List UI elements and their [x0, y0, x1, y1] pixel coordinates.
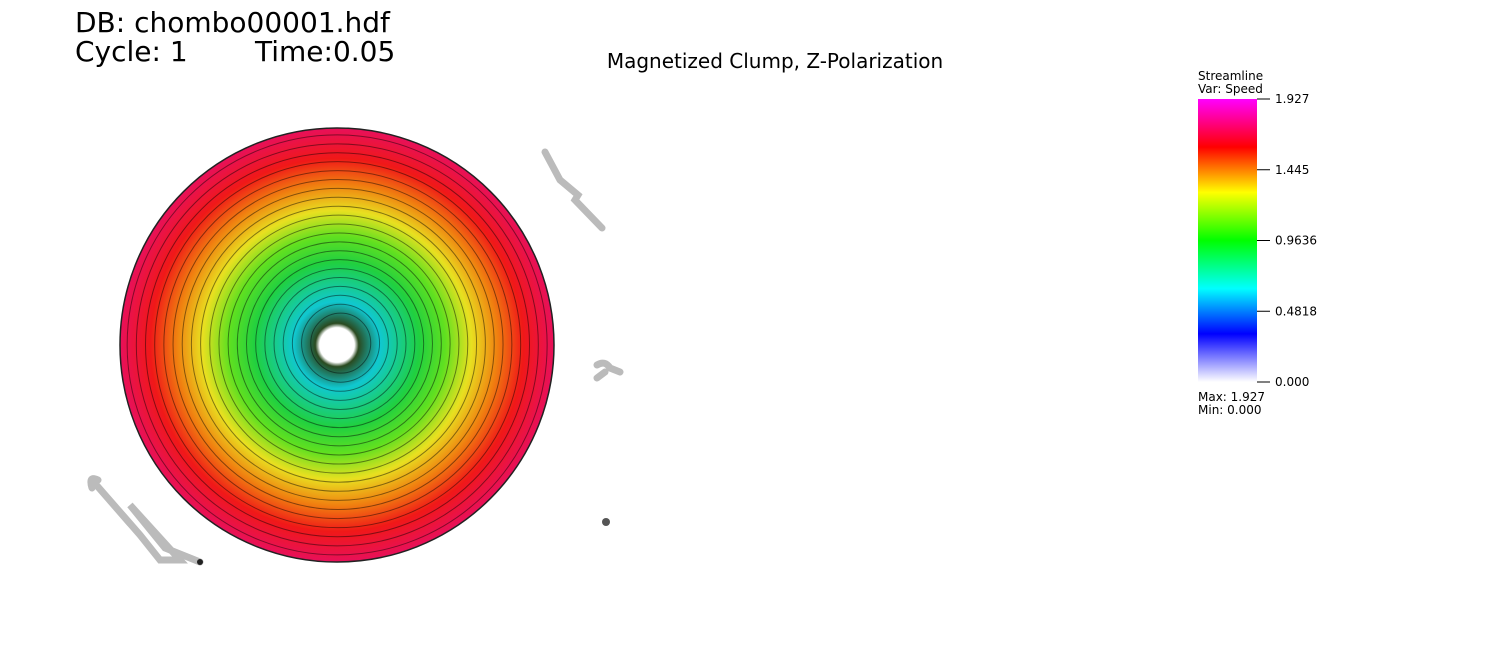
swirl-ring	[273, 276, 407, 410]
time-label: Time:0.05	[254, 35, 395, 68]
swirl-ring	[310, 312, 372, 374]
streamline-dot	[602, 518, 610, 526]
swirl-ring	[282, 285, 398, 401]
legend-min: Min: 0.000	[1198, 403, 1262, 417]
swirl-ring	[135, 143, 539, 547]
streamline-dot	[197, 559, 203, 565]
swirl-ring	[154, 161, 522, 529]
swirl-ring	[145, 152, 530, 538]
swirl-ring	[172, 178, 504, 510]
streamline	[541, 148, 606, 232]
legend-max: Max: 1.927	[1198, 390, 1265, 404]
streamline-swirl	[119, 127, 555, 563]
swirl-ring	[181, 187, 495, 501]
stray-streamlines	[87, 148, 624, 566]
swirl-ring	[126, 134, 548, 556]
swirl-body	[119, 127, 555, 563]
swirl-ring	[236, 241, 442, 447]
legend-tick-label: 0.4818	[1275, 304, 1317, 318]
legend-ticks: 1.927 1.445 0.9636 0.4818 0.000	[1257, 92, 1317, 389]
legend-tick-label: 1.445	[1275, 163, 1309, 177]
swirl-ring	[227, 232, 451, 456]
swirl-ring	[291, 294, 389, 392]
cycle-label: Cycle: 1	[75, 35, 188, 68]
legend-plot-name: Streamline	[1198, 69, 1263, 83]
swirl-ring	[301, 303, 381, 383]
color-bar	[1198, 99, 1257, 382]
swirl-ring	[163, 170, 513, 520]
streamline	[87, 475, 204, 566]
plot-title: Magnetized Clump, Z-Polarization	[607, 49, 943, 73]
legend-variable: Var: Speed	[1198, 82, 1263, 96]
database-label: DB: chombo00001.hdf	[75, 6, 391, 39]
swirl-ring	[264, 268, 416, 420]
legend-tick-label: 0.000	[1275, 375, 1309, 389]
swirl-ring	[245, 250, 433, 438]
swirl-ring	[255, 259, 425, 429]
legend-tick-label: 0.9636	[1275, 234, 1317, 248]
swirl-ring	[190, 196, 486, 492]
streamline	[593, 359, 624, 382]
legend-tick-label: 1.927	[1275, 92, 1309, 106]
swirl-ring	[200, 205, 478, 483]
swirl-ring	[218, 223, 460, 465]
swirl-ring	[209, 214, 469, 474]
